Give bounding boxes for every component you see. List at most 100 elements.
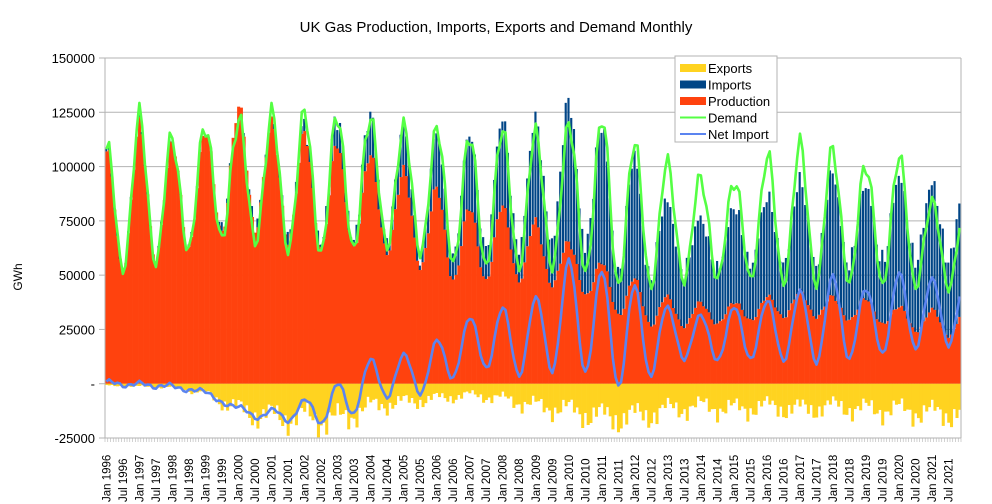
imports-bar [416,243,419,261]
production-bar [377,209,381,384]
x-tick-label: Jul 2004 [382,458,394,502]
exports-bar [768,383,772,405]
exports-bar [443,383,447,399]
exports-bar [289,383,293,424]
production-bar [440,209,444,384]
x-tick-label: Jul 2009 [547,459,559,502]
production-bar [867,301,871,384]
exports-bar [151,383,155,389]
imports-bar [707,236,710,313]
exports-bar [352,383,356,419]
imports-bar [542,175,545,257]
production-bar [385,255,389,384]
exports-bar [660,383,665,405]
production-bar [465,209,469,384]
exports-bar [531,383,535,396]
exports-bar [162,383,166,387]
x-tick-label: Jul 2012 [646,459,658,502]
imports-bar [859,193,862,302]
production-bar [286,244,290,384]
production-bar [600,264,604,384]
production-bar [597,262,601,384]
imports-bar [449,258,452,277]
imports-bar [955,219,958,324]
production-bar [256,227,260,384]
exports-bar [380,383,384,405]
production-bar [861,298,865,384]
exports-bar [451,383,455,404]
exports-bar [856,383,860,407]
production-bar [237,106,241,384]
exports-bar [201,383,205,389]
production-bar [429,211,433,384]
imports-bar [806,217,810,306]
imports-bar [795,192,799,295]
production-bar [473,222,477,384]
production-bar [705,308,709,384]
imports-bar [944,262,947,335]
exports-bar [743,383,747,409]
production-bar [892,309,896,384]
exports-bar [713,383,717,410]
production-bar [253,232,257,384]
x-tick-label: Jan 2002 [300,455,312,502]
exports-bar [746,383,750,422]
production-bar [391,229,395,384]
exports-bar [217,383,221,405]
production-bar [110,176,114,384]
imports-bar [432,139,435,190]
production-bar [795,294,799,384]
production-bar [281,205,285,384]
exports-bar [187,383,191,392]
production-bar [955,323,959,384]
exports-bar [394,383,398,405]
imports-bar [886,246,889,322]
imports-bar [809,247,812,310]
production-bar [509,249,513,384]
exports-bar [363,383,367,408]
production-bar [699,301,703,384]
production-bar [823,306,827,384]
imports-bar [600,132,603,265]
imports-bar [471,141,474,213]
production-bar [165,168,169,384]
production-bar [652,324,656,384]
exports-bar [911,383,915,427]
y-axis-label: GWh [11,263,25,290]
production-bar [369,155,373,384]
imports-bar [927,189,931,313]
exports-bar [784,383,788,419]
exports-bar [779,383,783,407]
production-bar [355,242,359,384]
exports-bar [751,383,755,415]
imports-bar [815,265,818,319]
imports-bar [936,205,939,317]
exports-bar [471,383,475,391]
y-axis-ticks: 150000 125000 100000 75000 50000 25000 - -25000 [52,51,105,446]
x-tick-label: Jan 2013 [663,455,675,502]
x-tick-label: Jul 2019 [878,459,890,502]
exports-bar [798,383,802,407]
legend-swatch [680,80,706,89]
imports-bar [592,198,595,283]
imports-bar [622,259,625,309]
production-bar [520,278,524,384]
production-bar [116,235,120,384]
imports-bar [740,235,743,310]
x-tick-label: Jan 2003 [333,455,345,502]
exports-bar [688,383,692,407]
production-bar [407,197,411,384]
production-bar [149,226,153,384]
production-bar [732,304,736,384]
imports-bar [713,274,716,325]
exports-bar [572,383,576,413]
exports-bar [294,383,298,426]
production-bar [583,294,587,384]
x-tick-label: Jul 2015 [745,459,757,502]
exports-bar [366,383,370,397]
exports-bar [465,383,469,392]
exports-bar [468,383,472,394]
exports-bar [817,383,821,407]
imports-bar [473,154,476,223]
imports-bar [721,256,724,320]
